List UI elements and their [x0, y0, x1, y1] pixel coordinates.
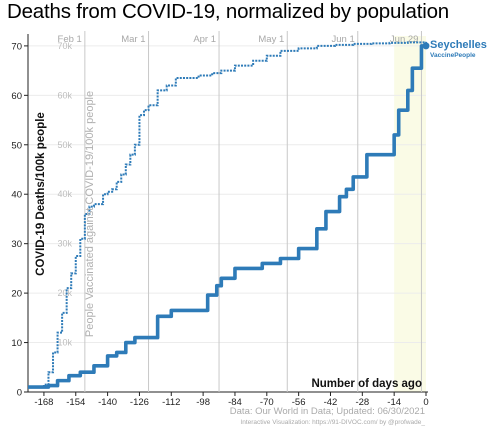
y-tick-label: 40: [11, 190, 22, 201]
vaccine-line: [28, 41, 427, 389]
series-lines: [28, 41, 430, 389]
plot-frame: [27, 34, 428, 393]
vaccine-tick-label: 20k: [57, 288, 72, 298]
vaccine-tick-label: 60k: [57, 90, 72, 100]
x-tick-label: -168: [34, 397, 53, 408]
x-tick-label: -140: [98, 397, 117, 408]
y-tick-label: 70: [11, 41, 22, 52]
y-tick-label: 60: [11, 91, 22, 102]
legend-vaccine: VaccinePeople: [430, 52, 476, 59]
date-marker-label: Jun 1: [332, 34, 355, 45]
footer: Data: Our World in Data; Updated: 06/30/…: [230, 406, 426, 426]
legend-seychelles: Seychelles: [430, 39, 487, 51]
date-markers: Feb 1 Mar 1 Apr 1 May 1 Jun 1 Jun 29: [58, 31, 422, 392]
x-tick-label: -28: [355, 397, 369, 408]
y-tick-label: 20: [11, 289, 22, 300]
vaccine-tick-label: 70k: [57, 41, 72, 51]
vaccine-axis-ticks: 10k 20k 30k 40k 50k 60k 70k: [57, 41, 72, 348]
date-marker-label: Apr 1: [193, 34, 216, 45]
credit-text: Interactive Visualization: https://91-DI…: [240, 419, 425, 426]
x-axis-label: Number of days ago: [311, 378, 422, 390]
x-tick-label: -14: [387, 397, 401, 408]
y-tick-label: 0: [17, 388, 22, 399]
page-title: Deaths from COVID-19, normalized by popu…: [7, 0, 450, 23]
series-end-marker: [422, 42, 430, 50]
vaccine-tick-label: 30k: [57, 239, 72, 249]
vaccine-tick-label: 40k: [57, 189, 72, 199]
y-tick-label: 10: [11, 338, 22, 349]
x-tick-label: 0: [423, 397, 428, 408]
x-tick-label: -112: [162, 397, 180, 408]
gridlines: [28, 36, 426, 392]
data-source: Data: Our World in Data; Updated: 06/30/…: [230, 406, 425, 417]
y-tick-label: 30: [11, 239, 22, 250]
y-axis-ticks: 0 10 20 30 40 50 60 70: [11, 41, 28, 399]
axis-labels: COVID-19 Deaths/100k people People Vaccin…: [35, 91, 422, 390]
x-tick-label: -70: [260, 397, 274, 408]
y-axis-label: COVID-19 Deaths/100k people: [35, 112, 47, 276]
x-tick-label: -98: [196, 397, 210, 408]
vaccine-axis-label: People Vaccinated against COVID-19/100k …: [84, 91, 96, 337]
date-marker-label: Mar 1: [121, 34, 145, 45]
x-tick-label: -126: [130, 397, 149, 408]
x-tick-label: -154: [66, 397, 85, 408]
x-axis-ticks: -168 -154 -140 -126 -112 -98 -84 -70 -56 -42 -28 -1…: [34, 392, 429, 408]
date-marker-label: Jun 29: [390, 34, 419, 45]
vaccine-tick-label: 50k: [57, 140, 72, 150]
y-tick-label: 50: [11, 140, 22, 151]
seychelles-line: [28, 44, 426, 389]
date-marker-label: Feb 1: [58, 34, 82, 45]
date-marker-label: May 1: [258, 34, 284, 45]
vaccine-tick-label: 10k: [57, 338, 72, 348]
x-tick-label: -56: [292, 397, 306, 408]
x-tick-label: -84: [228, 397, 242, 408]
x-tick-label: -42: [324, 397, 338, 408]
